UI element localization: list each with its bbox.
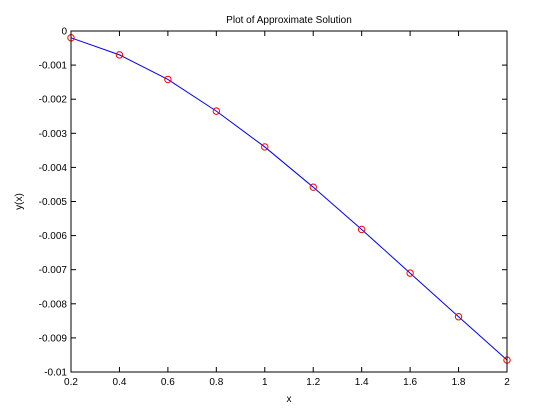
data-point-marker bbox=[164, 75, 172, 84]
data-point-marker bbox=[406, 269, 414, 277]
x-tick-label: 0.6 bbox=[161, 377, 175, 388]
solution-line bbox=[70, 37, 508, 361]
y-tick-label: 0 bbox=[61, 27, 67, 38]
y-tick-label: -0.008 bbox=[39, 299, 68, 310]
data-point-marker bbox=[309, 183, 317, 191]
x-tick-label: 0.8 bbox=[209, 377, 223, 388]
y-tick-label: -0.009 bbox=[39, 333, 68, 344]
chart-title: Plot of Approximate Solution bbox=[226, 15, 352, 26]
y-tick-label: -0.006 bbox=[39, 231, 68, 242]
y-axis-title: y(x) bbox=[14, 193, 25, 210]
data-point-marker bbox=[357, 225, 366, 234]
ticks-layer: 0.2 0.4 0.6 0.8 1 1.2 1.4 1.6 1.8 2 0 -0.001 -0.002 -… bbox=[39, 27, 511, 389]
y-tick-label: -0.005 bbox=[39, 197, 68, 208]
x-tick-label: 1.6 bbox=[403, 377, 417, 388]
data-point-marker bbox=[115, 51, 124, 59]
y-tick-label: -0.01 bbox=[44, 368, 67, 379]
plot-frame bbox=[70, 30, 508, 373]
y-tick-label: -0.007 bbox=[39, 265, 68, 276]
y-tick-label: -0.004 bbox=[39, 163, 68, 174]
data-point-marker bbox=[212, 107, 221, 115]
x-tick-label: 1.2 bbox=[306, 377, 320, 388]
series-layer bbox=[67, 34, 511, 364]
x-tick-label: 2 bbox=[504, 377, 510, 388]
x-tick-label: 1.8 bbox=[452, 377, 466, 388]
x-tick-label: 0.2 bbox=[64, 377, 78, 388]
data-point-marker bbox=[454, 313, 463, 321]
x-tick-label: 1.4 bbox=[355, 377, 369, 388]
y-tick-label: -0.002 bbox=[39, 95, 68, 106]
x-tick-label: 0.4 bbox=[112, 377, 126, 388]
y-tick-label: -0.001 bbox=[39, 61, 68, 72]
data-point-marker bbox=[261, 143, 269, 151]
y-tick-label: -0.003 bbox=[39, 129, 68, 140]
x-tick-label: 1 bbox=[262, 377, 268, 388]
x-axis-title: x bbox=[287, 394, 292, 405]
plot-area bbox=[71, 31, 507, 372]
